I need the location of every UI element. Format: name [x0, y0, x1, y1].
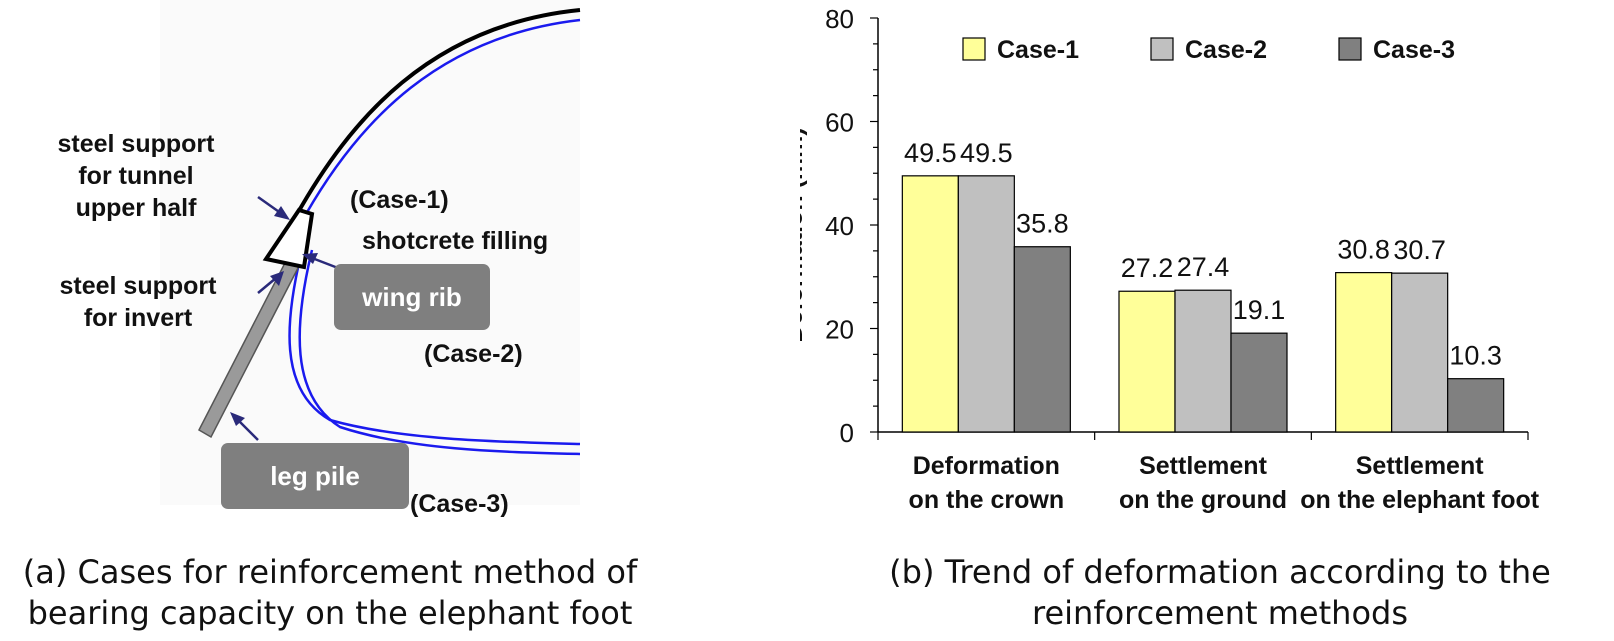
y-tick-label: 0	[840, 418, 854, 448]
label-steel-support-invert-line-1: steel support	[59, 272, 217, 300]
legend-swatch-case-3	[1338, 37, 1362, 61]
caption-a: (a) Cases for reinforcement method of be…	[0, 552, 660, 634]
bar-value-label: 27.2	[1121, 253, 1174, 283]
bar-case-3	[1447, 378, 1505, 433]
chart-categories: Deformation on the crown Settlement on the …	[909, 452, 1540, 514]
label-steel-support-upper-line-3: upper half	[75, 194, 197, 222]
steel-support-upper-arc	[294, 8, 581, 217]
y-tick-label: 80	[825, 4, 854, 34]
chart-bar-labels: 49.5 27.2 30.8 49.5 27.4 30.7 35.8 19.1 10.3	[904, 138, 1502, 371]
caption-a-line-2: bearing capacity on the elephant foot	[27, 594, 633, 632]
label-steel-support-invert: steel support for invert	[46, 270, 230, 334]
y-axis-title: Deformation (mm)	[800, 127, 808, 342]
caption-b-line-1: (b) Trend of deformation according to th…	[889, 553, 1551, 591]
x-category-label: Settlement	[1356, 452, 1484, 480]
bar-case-3	[1230, 332, 1288, 433]
tunnel-liner-upper	[304, 18, 581, 215]
label-steel-support-upper: steel support for tunnel upper half	[44, 128, 228, 224]
x-category-label: Deformation	[913, 452, 1060, 480]
tunnel-diagram	[160, 0, 581, 505]
label-steel-support-upper-line-1: steel support	[57, 130, 215, 158]
label-case-1: (Case-1)	[350, 186, 449, 214]
bar-case-2	[1174, 289, 1232, 433]
legend-swatch-case-1	[962, 37, 986, 61]
x-category-label: on the elephant foot	[1300, 486, 1540, 514]
chart-legend: Case-1 Case-2 Case-3	[962, 36, 1455, 64]
callout-wing-rib: wing rib	[334, 264, 490, 330]
bar-value-label: 30.7	[1393, 235, 1446, 265]
bar-case-1	[1335, 272, 1393, 433]
x-category-label: Settlement	[1139, 452, 1267, 480]
bar-case-3	[1013, 246, 1071, 433]
caption-b-line-2: reinforcement methods	[1032, 594, 1408, 632]
arrows	[230, 195, 339, 441]
bar-value-label: 49.5	[960, 138, 1013, 168]
y-tick-label: 20	[825, 315, 854, 345]
label-case-2: (Case-2)	[424, 340, 523, 368]
tunnel-liner-inner	[298, 249, 581, 456]
bar-value-label: 10.3	[1449, 341, 1502, 371]
caption-a-line-1: (a) Cases for reinforcement method of	[22, 553, 638, 591]
bar-value-label: 49.5	[904, 138, 957, 168]
label-steel-support-invert-line-2: for invert	[83, 304, 193, 332]
diagram-background	[160, 0, 580, 505]
caption-b: (b) Trend of deformation according to th…	[830, 552, 1610, 634]
label-shotcrete-filling: shotcrete filling	[362, 227, 549, 255]
legend-label-case-2: Case-2	[1185, 36, 1267, 64]
shotcrete-filling-shape	[262, 207, 315, 270]
chart-panel: 0 20 40 60 80 Deformation (mm) 49.5 27.2 30.8 49…	[800, 0, 1614, 641]
chart-bars	[901, 175, 1505, 433]
y-tick-label: 60	[825, 108, 854, 138]
bar-case-1	[1118, 290, 1176, 433]
label-steel-support-upper-line-2: for tunnel	[78, 162, 194, 190]
legend-label-case-1: Case-1	[997, 36, 1079, 64]
bar-value-label: 30.8	[1337, 235, 1390, 265]
legend-swatch-case-2	[1150, 37, 1174, 61]
bar-case-1	[901, 175, 959, 433]
x-category-label: on the ground	[1119, 486, 1287, 514]
bar-value-label: 35.8	[1016, 209, 1069, 239]
diagram-panel: steel support for tunnel upper half stee…	[0, 0, 800, 641]
x-category-label: on the crown	[909, 486, 1065, 514]
bar-value-label: 27.4	[1177, 252, 1230, 282]
bar-value-label: 19.1	[1233, 295, 1286, 325]
y-tick-label: 40	[825, 211, 854, 241]
bar-case-2	[1391, 272, 1449, 433]
legend-label-case-3: Case-3	[1373, 36, 1455, 64]
bar-case-2	[957, 175, 1015, 433]
label-case-3: (Case-3)	[410, 490, 509, 518]
callout-leg-pile: leg pile	[221, 443, 409, 509]
